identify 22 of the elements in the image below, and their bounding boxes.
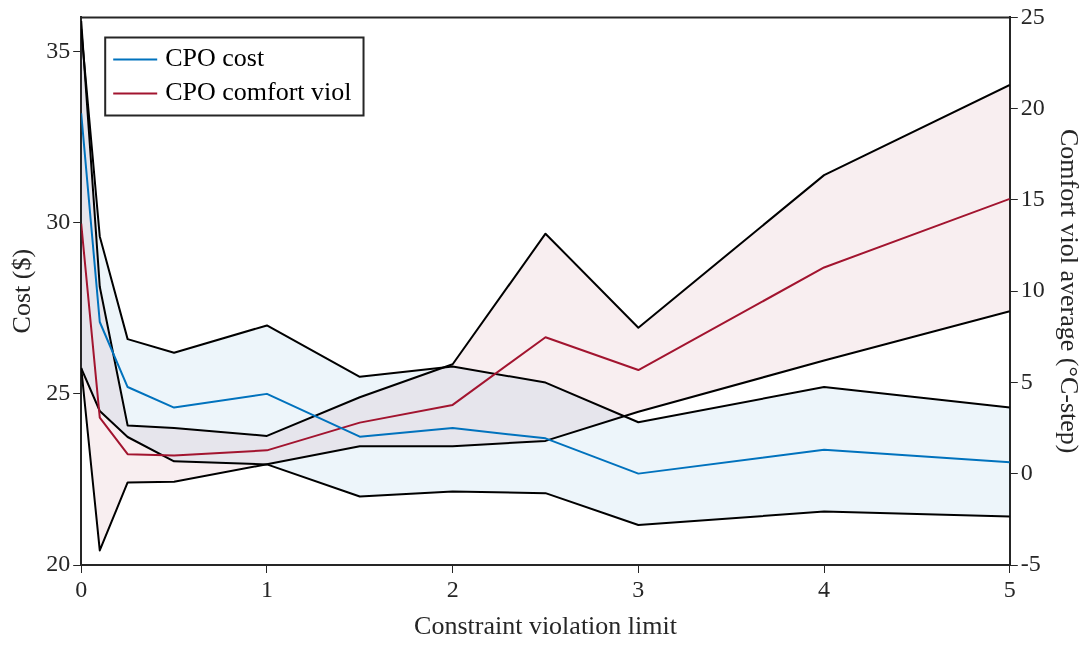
y2-tick-label: 20: [1020, 93, 1045, 120]
y2-tick-label: -5: [1020, 550, 1041, 577]
x-tick-label: 4: [818, 575, 831, 602]
y2-tick-label: 5: [1020, 367, 1033, 394]
y-tick-label: 30: [46, 208, 71, 235]
x-tick-label: 1: [260, 575, 273, 602]
y-axis-title: Cost ($): [7, 248, 37, 334]
y2-tick-label: 0: [1020, 459, 1033, 486]
legend-label: CPO cost: [165, 43, 265, 73]
y2-tick-label: 15: [1020, 185, 1045, 212]
y2-axis-title: Comfort viol average (°C-step): [1054, 128, 1084, 454]
x-tick-label: 5: [1003, 575, 1016, 602]
x-tick-label: 3: [632, 575, 645, 602]
x-tick-label: 2: [446, 575, 459, 602]
y-tick-label: 25: [46, 379, 71, 406]
y-tick-label: 20: [46, 550, 71, 577]
x-tick-label: 0: [75, 575, 88, 602]
y2-tick-label: 10: [1020, 276, 1045, 303]
legend-label: CPO comfort viol: [165, 77, 352, 107]
y-tick-label: 35: [46, 36, 71, 63]
y2-tick-label: 25: [1020, 2, 1045, 29]
x-axis-title: Constraint violation limit: [414, 611, 678, 641]
